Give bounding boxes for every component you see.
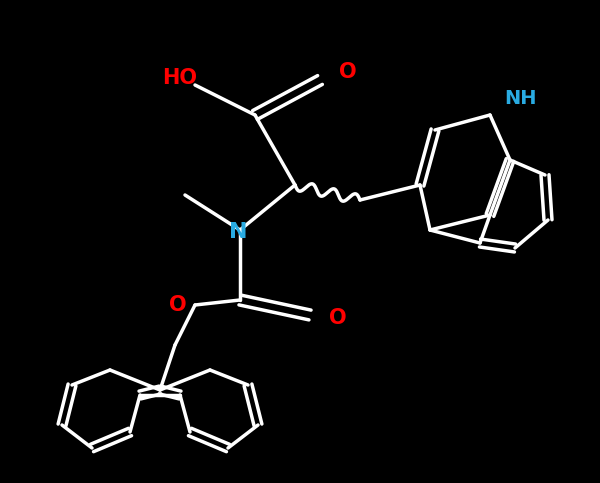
Text: N: N: [229, 222, 247, 242]
Text: NH: NH: [504, 88, 536, 108]
Text: HO: HO: [163, 68, 197, 88]
Text: O: O: [329, 308, 347, 328]
Text: O: O: [339, 62, 357, 82]
Text: O: O: [169, 295, 187, 315]
